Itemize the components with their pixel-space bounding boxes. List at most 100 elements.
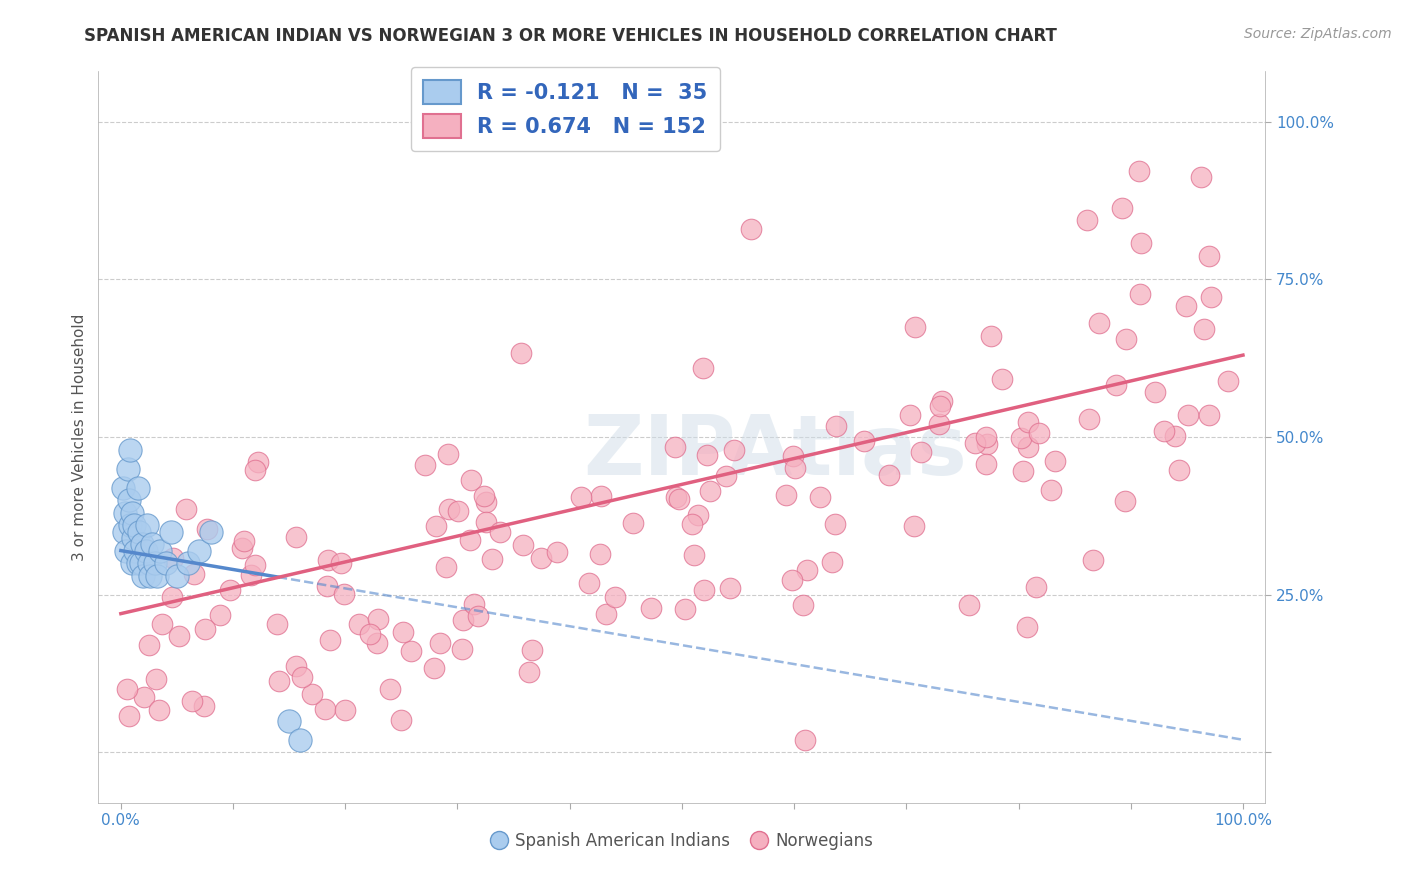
Point: [451, 642, 474, 657]
Point: [160, 590, 183, 604]
Point: [193, 699, 215, 714]
Point: [284, 530, 307, 544]
Point: [422, 661, 444, 675]
Point: [820, 555, 842, 569]
Point: [132, 569, 155, 583]
Point: [143, 556, 166, 570]
Point: [301, 687, 323, 701]
Point: [1194, 322, 1216, 336]
Point: [132, 690, 155, 705]
Point: [316, 553, 339, 567]
Point: [793, 732, 815, 747]
Point: [1087, 316, 1109, 330]
Point: [118, 493, 141, 508]
Point: [167, 629, 190, 643]
Point: [1076, 212, 1098, 227]
Text: SPANISH AMERICAN INDIAN VS NORWEGIAN 3 OR MORE VEHICLES IN HOUSEHOLD CORRELATION: SPANISH AMERICAN INDIAN VS NORWEGIAN 3 O…: [84, 27, 1057, 45]
Point: [437, 502, 460, 516]
Point: [520, 643, 543, 657]
Point: [957, 599, 980, 613]
Point: [392, 625, 415, 640]
Point: [429, 635, 451, 649]
Point: [231, 541, 253, 556]
Point: [399, 644, 422, 658]
Point: [1129, 286, 1152, 301]
Point: [1105, 377, 1128, 392]
Point: [877, 467, 900, 482]
Point: [796, 563, 818, 577]
Point: [664, 440, 686, 454]
Point: [1201, 290, 1223, 304]
Point: [792, 598, 814, 612]
Point: [1039, 483, 1062, 497]
Point: [974, 430, 997, 444]
Point: [963, 436, 986, 450]
Point: [246, 455, 269, 469]
Point: [1130, 235, 1153, 250]
Point: [467, 609, 489, 624]
Point: [124, 543, 146, 558]
Point: [910, 445, 932, 459]
Point: [904, 319, 927, 334]
Point: [931, 394, 953, 409]
Point: [546, 545, 568, 559]
Point: [808, 490, 831, 504]
Point: [1043, 454, 1066, 468]
Point: [290, 732, 312, 747]
Point: [139, 569, 162, 583]
Point: [266, 617, 288, 632]
Point: [115, 543, 138, 558]
Point: [138, 638, 160, 652]
Point: [1115, 333, 1137, 347]
Point: [824, 516, 846, 531]
Point: [512, 538, 534, 552]
Point: [595, 607, 617, 621]
Point: [1114, 493, 1136, 508]
Point: [219, 583, 242, 598]
Point: [243, 558, 266, 572]
Point: [278, 714, 301, 728]
Point: [472, 489, 495, 503]
Point: [1164, 429, 1187, 443]
Point: [117, 461, 139, 475]
Point: [121, 556, 143, 570]
Y-axis label: 3 or more Vehicles in Household: 3 or more Vehicles in Household: [72, 313, 87, 561]
Point: [447, 504, 470, 518]
Point: [284, 658, 307, 673]
Text: Source: ZipAtlas.com: Source: ZipAtlas.com: [1244, 27, 1392, 41]
Point: [200, 524, 222, 539]
Point: [127, 481, 149, 495]
Point: [928, 399, 950, 413]
Point: [333, 703, 356, 717]
Point: [714, 469, 737, 483]
Point: [245, 463, 267, 477]
Point: [367, 612, 389, 626]
Point: [665, 490, 688, 504]
Point: [128, 524, 150, 539]
Point: [160, 524, 183, 539]
Point: [425, 518, 447, 533]
Point: [114, 506, 136, 520]
Point: [640, 600, 662, 615]
Point: [903, 519, 925, 533]
Point: [1081, 553, 1104, 567]
Point: [141, 537, 163, 551]
Point: [481, 552, 503, 566]
Point: [1078, 412, 1101, 426]
Point: [1198, 249, 1220, 263]
Point: [1218, 374, 1240, 388]
Point: [112, 524, 135, 539]
Point: [621, 516, 644, 530]
Point: [146, 569, 169, 583]
Point: [366, 636, 388, 650]
Point: [1017, 415, 1039, 429]
Point: [115, 682, 138, 697]
Point: [188, 543, 211, 558]
Point: [195, 522, 218, 536]
Point: [589, 489, 612, 503]
Point: [578, 576, 600, 591]
Point: [699, 484, 721, 499]
Point: [603, 590, 626, 604]
Point: [149, 543, 172, 558]
Point: [193, 622, 215, 636]
